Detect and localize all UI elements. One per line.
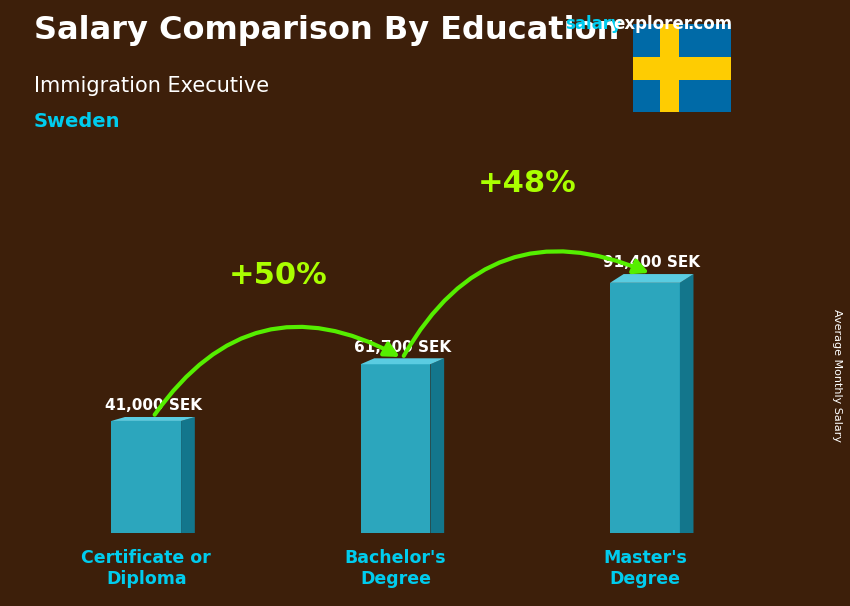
Text: explorer: explorer <box>614 15 693 33</box>
Bar <box>111 421 181 533</box>
Bar <box>610 283 680 533</box>
Polygon shape <box>111 417 195 421</box>
Text: 41,000 SEK: 41,000 SEK <box>105 398 201 413</box>
Polygon shape <box>181 417 195 533</box>
Text: Immigration Executive: Immigration Executive <box>34 76 269 96</box>
Polygon shape <box>430 358 445 533</box>
Bar <box>660 24 679 112</box>
Text: Sweden: Sweden <box>34 112 121 131</box>
Text: 91,400 SEK: 91,400 SEK <box>604 255 700 270</box>
Text: salary: salary <box>565 15 622 33</box>
Text: +50%: +50% <box>229 261 327 290</box>
Polygon shape <box>610 274 694 283</box>
Text: 61,700 SEK: 61,700 SEK <box>354 339 451 355</box>
Text: +48%: +48% <box>478 168 576 198</box>
Polygon shape <box>360 358 445 364</box>
Text: Salary Comparison By Education: Salary Comparison By Education <box>34 15 620 46</box>
Bar <box>633 57 731 79</box>
Polygon shape <box>680 274 694 533</box>
Text: Average Monthly Salary: Average Monthly Salary <box>832 309 842 442</box>
Bar <box>360 364 430 533</box>
Text: .com: .com <box>687 15 732 33</box>
